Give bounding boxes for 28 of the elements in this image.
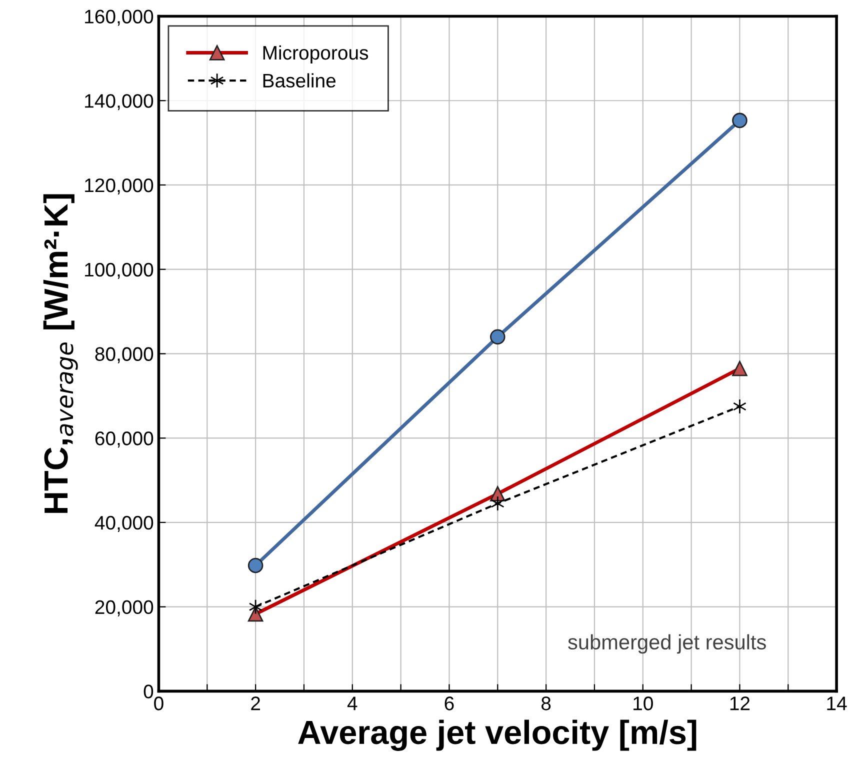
legend-label: Baseline bbox=[263, 73, 336, 88]
y-axis-title: HTC,$_{average}$ [W/m²·K] bbox=[43, 194, 78, 513]
point bbox=[490, 329, 506, 344]
y-tick-label: 60,000 bbox=[95, 432, 154, 448]
point bbox=[248, 558, 264, 574]
x-tick-label: 8 bbox=[541, 696, 551, 710]
x-tick-label: 0 bbox=[154, 696, 164, 710]
y-tick-label: 120,000 bbox=[85, 178, 154, 195]
annotation: submerged jet results bbox=[568, 634, 766, 654]
x-tick-label: 6 bbox=[444, 696, 454, 710]
point bbox=[490, 496, 504, 512]
point bbox=[248, 599, 262, 614]
y-tick-label: 20,000 bbox=[95, 600, 154, 616]
x-axis-title: Average jet velocity [m/s] bbox=[298, 720, 696, 751]
x-tick-label: 2 bbox=[251, 696, 260, 710]
x-tick-label: 12 bbox=[730, 696, 750, 710]
y-tick-label: 100,000 bbox=[85, 262, 154, 279]
point bbox=[733, 398, 746, 414]
x-tick-label: 14 bbox=[827, 696, 847, 710]
y-tick-label: 160,000 bbox=[85, 10, 154, 26]
point bbox=[732, 112, 748, 128]
x-tick-label: 4 bbox=[347, 696, 358, 710]
legend-label: Microporous bbox=[263, 45, 368, 64]
x-tick-label: 10 bbox=[634, 696, 653, 710]
y-tick-label: 40,000 bbox=[94, 516, 154, 532]
y-tick-label: 80,000 bbox=[95, 347, 154, 364]
y-tick-label: 0 bbox=[144, 684, 154, 698]
y-tick-label: 140,000 bbox=[85, 94, 154, 110]
